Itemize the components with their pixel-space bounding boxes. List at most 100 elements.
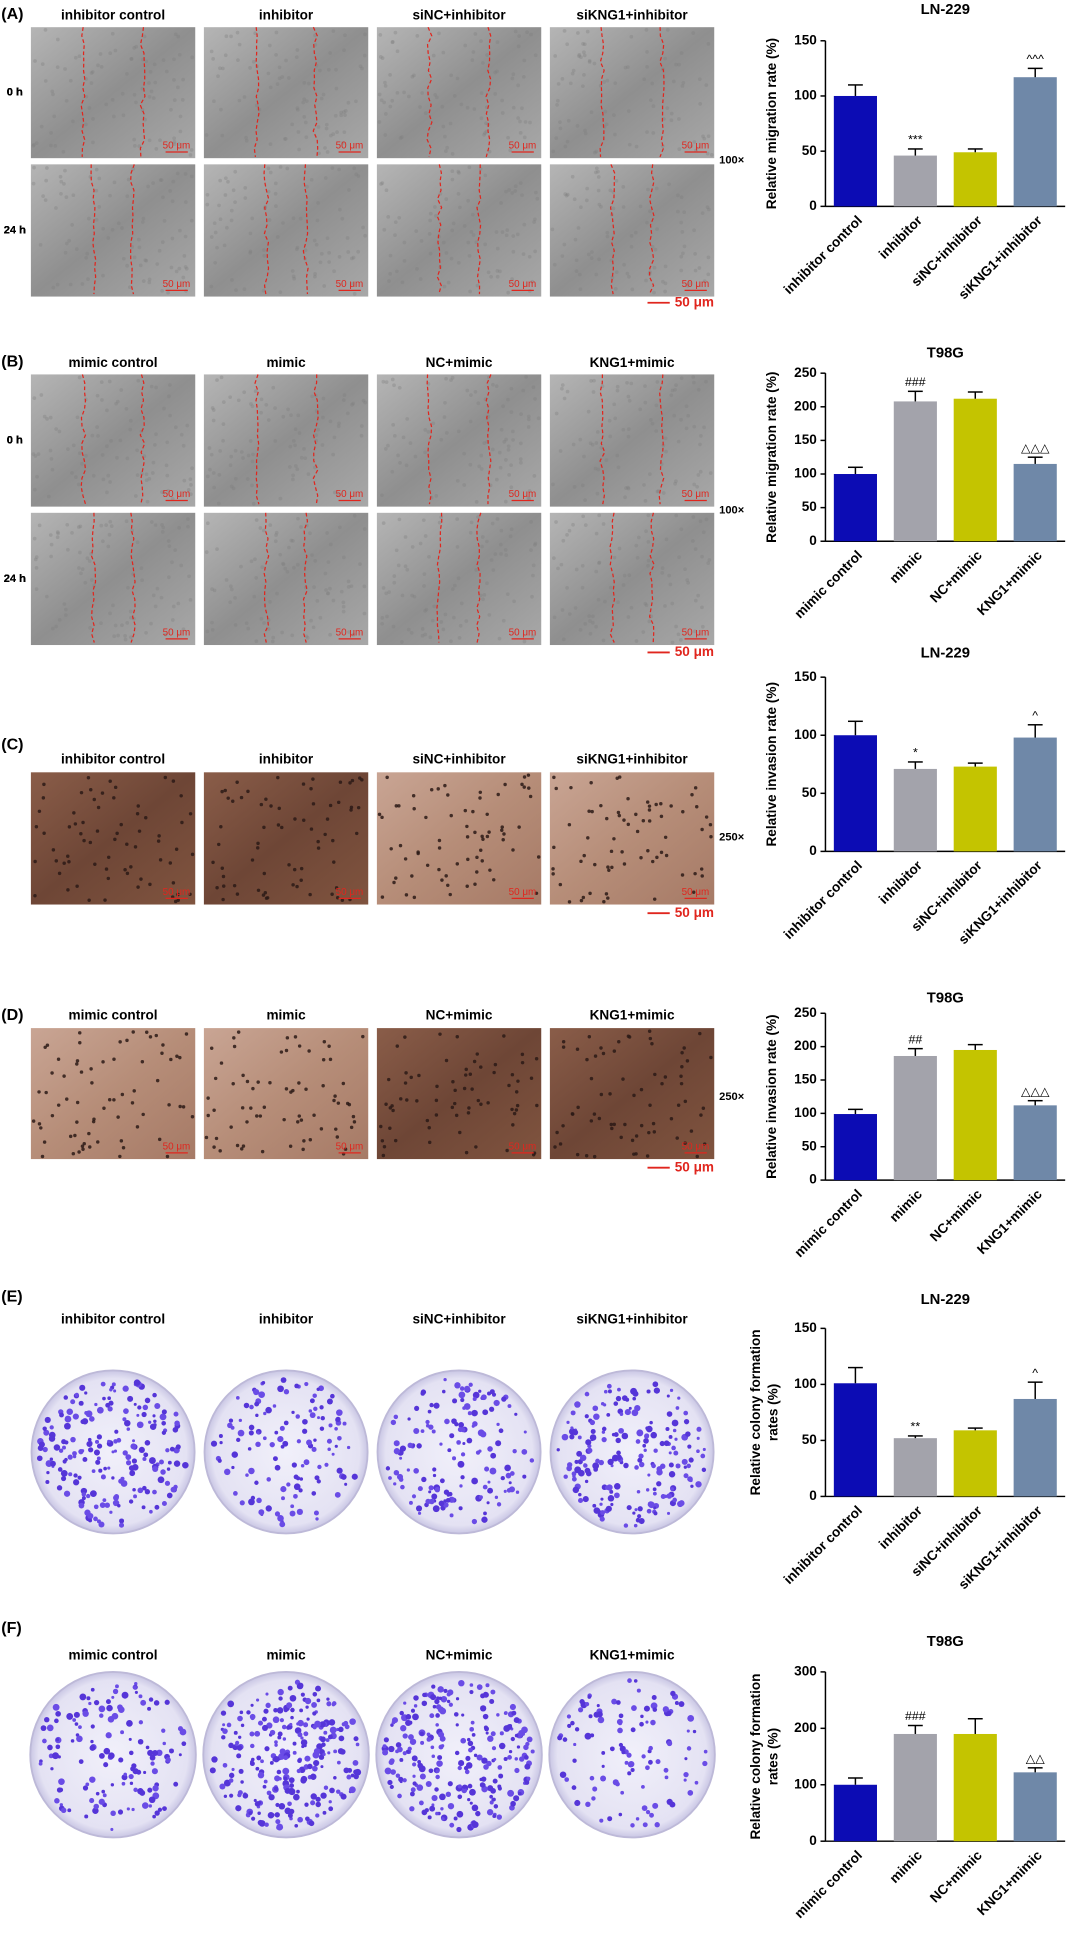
- y-tick-label: 0: [809, 198, 817, 213]
- colony: [592, 1462, 600, 1470]
- cell: [435, 95, 439, 100]
- cell: [147, 277, 152, 282]
- colony: [137, 1738, 144, 1745]
- cell: [485, 581, 489, 586]
- cell: [403, 535, 408, 539]
- colony: [490, 1452, 497, 1459]
- invaded-cell: [388, 1126, 392, 1130]
- colony: [618, 1812, 623, 1817]
- invaded-cell: [700, 874, 704, 878]
- colony: [609, 1746, 615, 1752]
- colony: [154, 1504, 160, 1510]
- invaded-cell: [255, 1114, 259, 1118]
- cell: [403, 564, 408, 569]
- cell: [208, 467, 212, 472]
- cell: [48, 448, 53, 453]
- colony: [428, 1498, 435, 1505]
- colony: [283, 1708, 288, 1713]
- colony: [439, 1793, 446, 1801]
- cell: [284, 58, 288, 63]
- cell: [696, 473, 701, 477]
- colony: [223, 1794, 228, 1798]
- cell: [625, 271, 630, 276]
- cell: [489, 558, 494, 562]
- cell: [66, 547, 70, 552]
- colony: [437, 1686, 444, 1693]
- cell: [332, 435, 337, 440]
- cell: [653, 247, 658, 252]
- colony: [497, 1786, 502, 1791]
- invaded-cell: [175, 1054, 179, 1059]
- colony: [561, 1433, 569, 1441]
- invaded-cell: [78, 1041, 82, 1045]
- colony: [257, 1819, 264, 1826]
- colony: [64, 1415, 72, 1423]
- colony: [588, 1714, 593, 1719]
- cell: [526, 425, 531, 429]
- cell: [441, 240, 446, 245]
- wound-edge: [90, 512, 97, 643]
- cell: [706, 41, 711, 46]
- invaded-cell: [630, 1138, 635, 1143]
- invaded-cell: [287, 863, 291, 867]
- column-title: inhibitor control: [61, 1311, 165, 1326]
- bar: [1013, 1772, 1057, 1842]
- invaded-cell: [579, 898, 584, 903]
- invaded-cell: [39, 1126, 43, 1130]
- cell: [561, 538, 566, 543]
- cell: [590, 620, 595, 625]
- cell: [237, 42, 242, 47]
- colony: [322, 1810, 327, 1815]
- cell: [110, 31, 115, 36]
- invaded-cell: [679, 1074, 683, 1079]
- colony: [521, 1449, 528, 1455]
- invaded-cell: [299, 878, 303, 882]
- bar: [953, 1049, 997, 1181]
- cell: [670, 640, 675, 645]
- colony: [429, 1713, 435, 1719]
- cell: [172, 78, 176, 82]
- invaded-cell: [449, 813, 453, 818]
- cell: [646, 187, 650, 192]
- colony: [453, 1816, 458, 1821]
- cell: [282, 137, 287, 141]
- cell: [462, 224, 467, 228]
- colony: [424, 1808, 429, 1813]
- micrograph: [376, 27, 542, 159]
- colony: [388, 1476, 392, 1480]
- colony: [62, 1445, 66, 1450]
- cell: [313, 272, 317, 276]
- colony: [683, 1771, 689, 1778]
- cell: [31, 142, 36, 147]
- cell: [133, 144, 137, 148]
- colony: [351, 1473, 358, 1480]
- invaded-cell: [659, 814, 664, 819]
- y-tick-label: 50: [802, 1432, 817, 1447]
- cell: [165, 473, 170, 478]
- colony: [432, 1473, 437, 1478]
- cell: [248, 249, 253, 254]
- cell: [138, 263, 143, 268]
- y-tick-label: 50: [802, 499, 817, 514]
- y-tick-label: 100: [794, 1105, 817, 1120]
- cell: [576, 31, 580, 35]
- cell: [362, 584, 367, 589]
- invaded-cell: [297, 1114, 302, 1118]
- cell: [335, 130, 339, 134]
- colony: [132, 1768, 139, 1775]
- colony: [151, 1768, 158, 1775]
- micrograph: [30, 772, 196, 905]
- colony: [419, 1731, 425, 1736]
- cell: [513, 184, 518, 189]
- colony: [160, 1469, 166, 1475]
- colony: [409, 1738, 417, 1745]
- invaded-cell: [285, 1036, 290, 1040]
- colony: [248, 1498, 255, 1506]
- cell: [592, 61, 597, 66]
- colony: [484, 1466, 490, 1472]
- colony: [128, 1465, 135, 1471]
- colony: [263, 1708, 269, 1714]
- cell: [166, 488, 171, 493]
- colony: [395, 1773, 401, 1778]
- cell: [663, 281, 668, 286]
